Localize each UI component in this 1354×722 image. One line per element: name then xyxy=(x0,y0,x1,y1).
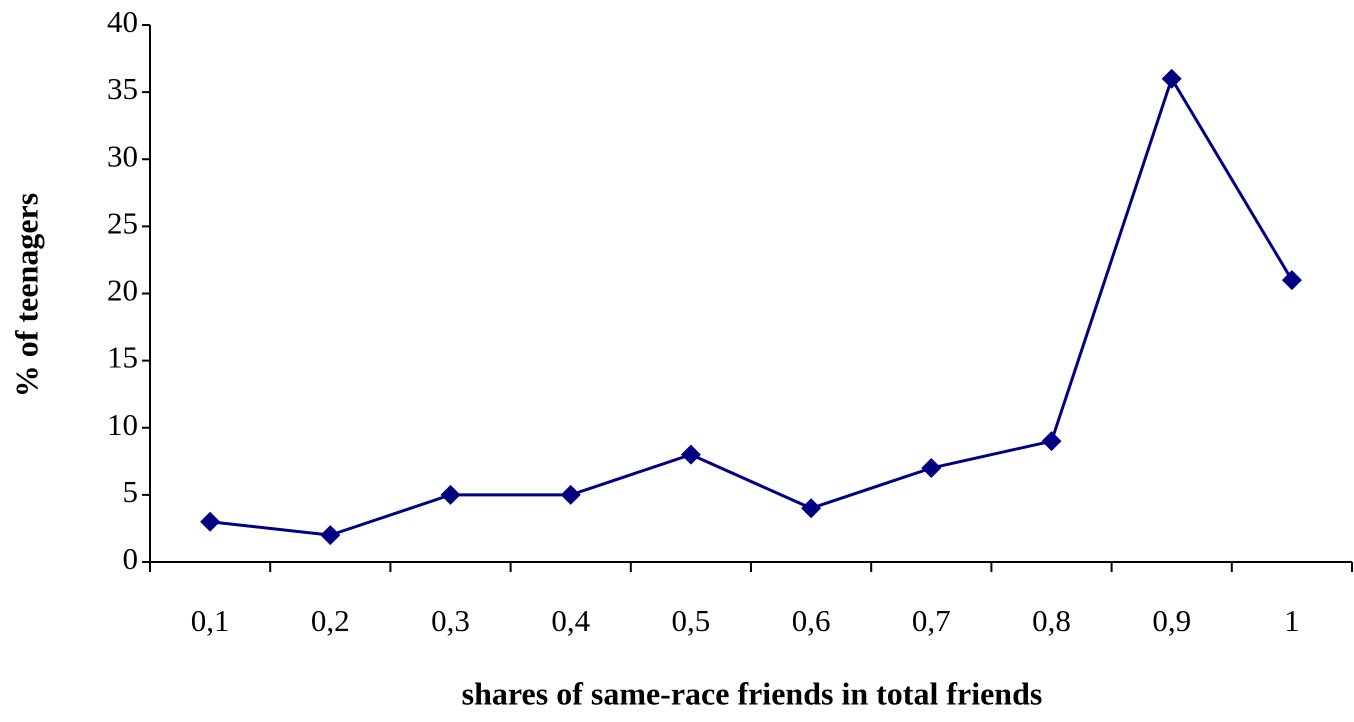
x-tick-label: 0,3 xyxy=(431,603,470,638)
x-tick-label: 0,1 xyxy=(191,603,230,638)
y-tick-label: 15 xyxy=(107,340,138,375)
marker xyxy=(921,458,942,479)
y-tick-label: 25 xyxy=(107,205,138,240)
x-tick-label: 1 xyxy=(1284,603,1300,638)
marker xyxy=(680,444,701,465)
x-tick-label: 0,6 xyxy=(792,603,831,638)
x-tick-label: 0,8 xyxy=(1032,603,1071,638)
x-tick-label: 0,2 xyxy=(311,603,350,638)
marker xyxy=(801,498,822,519)
y-tick-label: 10 xyxy=(107,407,138,442)
y-axis-title: % of teenagers xyxy=(8,193,44,397)
x-tick-label: 0,5 xyxy=(672,603,711,638)
x-tick-label: 0,7 xyxy=(912,603,951,638)
x-axis-title: shares of same-race friends in total fri… xyxy=(462,675,1043,711)
marker xyxy=(200,511,221,532)
marker xyxy=(560,484,581,505)
y-tick-label: 0 xyxy=(123,541,139,576)
y-tick-label: 20 xyxy=(107,273,138,308)
marker xyxy=(320,525,341,546)
marker xyxy=(1041,431,1062,452)
y-tick-label: 35 xyxy=(107,71,138,106)
marker xyxy=(440,484,461,505)
series-line xyxy=(209,75,1294,537)
x-tick-label: 0,4 xyxy=(551,603,590,638)
y-tick-label: 5 xyxy=(123,474,139,509)
marker xyxy=(1281,270,1302,291)
marker xyxy=(1161,68,1182,89)
y-tick-label: 40 xyxy=(107,4,138,39)
x-tick-label: 0,9 xyxy=(1152,603,1191,638)
y-tick-label: 30 xyxy=(107,138,138,173)
